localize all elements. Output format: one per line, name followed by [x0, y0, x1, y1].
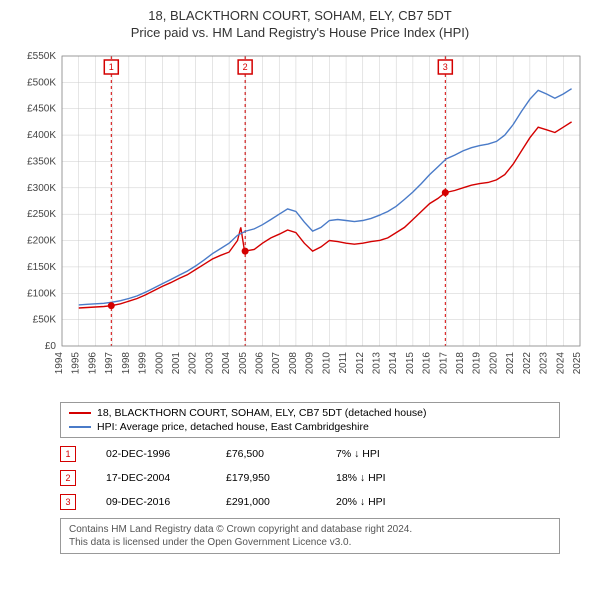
- footer-line-2: This data is licensed under the Open Gov…: [69, 536, 551, 549]
- svg-text:£50K: £50K: [33, 314, 57, 325]
- svg-text:2017: 2017: [438, 351, 449, 374]
- svg-text:2008: 2008: [288, 351, 299, 374]
- chart-svg: £0 £50K £100K £150K £200K £250K £300K £350K £400…: [10, 46, 590, 396]
- svg-text:£350K: £350K: [27, 156, 56, 167]
- legend-row: 18, BLACKTHORN COURT, SOHAM, ELY, CB7 5D…: [69, 406, 551, 420]
- svg-text:£550K: £550K: [27, 51, 56, 62]
- legend-box: 18, BLACKTHORN COURT, SOHAM, ELY, CB7 5D…: [60, 402, 560, 438]
- chart-area: £0 £50K £100K £150K £200K £250K £300K £350K £400…: [10, 46, 590, 396]
- svg-text:2000: 2000: [154, 351, 165, 374]
- svg-text:2020: 2020: [488, 351, 499, 374]
- svg-text:3: 3: [443, 62, 448, 72]
- svg-text:£200K: £200K: [27, 235, 56, 246]
- svg-text:2009: 2009: [305, 351, 316, 374]
- chart-container: 18, BLACKTHORN COURT, SOHAM, ELY, CB7 5D…: [0, 0, 600, 554]
- svg-text:1999: 1999: [138, 351, 149, 374]
- svg-text:2003: 2003: [204, 351, 215, 374]
- svg-text:£0: £0: [45, 341, 57, 352]
- svg-text:2005: 2005: [238, 351, 249, 374]
- sales-table: 1 02-DEC-1996£76,5007% ↓ HPI 2 17-DEC-2004£…: [60, 442, 560, 514]
- sale-date: 17-DEC-2004: [106, 472, 226, 484]
- svg-text:1994: 1994: [54, 351, 65, 374]
- legend-row: HPI: Average price, detached house, East…: [69, 420, 551, 434]
- sale-price: £291,000: [226, 496, 336, 508]
- svg-text:2002: 2002: [188, 351, 199, 374]
- svg-text:2025: 2025: [572, 351, 583, 374]
- svg-text:2023: 2023: [539, 351, 550, 374]
- sale-price: £179,950: [226, 472, 336, 484]
- svg-text:£300K: £300K: [27, 183, 56, 194]
- svg-text:£250K: £250K: [27, 209, 56, 220]
- title-line-1: 18, BLACKTHORN COURT, SOHAM, ELY, CB7 5D…: [0, 8, 600, 25]
- sale-date: 09-DEC-2016: [106, 496, 226, 508]
- sale-marker: 1: [60, 446, 76, 462]
- sale-row: 3 09-DEC-2016£291,00020% ↓ HPI: [60, 490, 560, 514]
- svg-text:2024: 2024: [555, 351, 566, 374]
- sale-delta: 7% ↓ HPI: [336, 448, 456, 460]
- svg-text:2010: 2010: [321, 351, 332, 374]
- title-block: 18, BLACKTHORN COURT, SOHAM, ELY, CB7 5D…: [0, 0, 600, 46]
- svg-text:2001: 2001: [171, 351, 182, 374]
- svg-text:2: 2: [243, 62, 248, 72]
- svg-text:2011: 2011: [338, 351, 349, 373]
- svg-text:1997: 1997: [104, 351, 115, 374]
- svg-text:£500K: £500K: [27, 77, 56, 88]
- svg-text:2022: 2022: [522, 351, 533, 374]
- svg-text:2015: 2015: [405, 351, 416, 374]
- legend-swatch: [69, 412, 91, 414]
- svg-text:£400K: £400K: [27, 130, 56, 141]
- footer-line-1: Contains HM Land Registry data © Crown c…: [69, 523, 551, 536]
- sale-price: £76,500: [226, 448, 336, 460]
- svg-text:2014: 2014: [388, 351, 399, 374]
- svg-text:£100K: £100K: [27, 288, 56, 299]
- sale-row: 1 02-DEC-1996£76,5007% ↓ HPI: [60, 442, 560, 466]
- svg-text:1: 1: [109, 62, 114, 72]
- legend-label: 18, BLACKTHORN COURT, SOHAM, ELY, CB7 5D…: [97, 407, 427, 419]
- svg-text:£150K: £150K: [27, 262, 56, 273]
- sale-delta: 18% ↓ HPI: [336, 472, 456, 484]
- sale-row: 2 17-DEC-2004£179,95018% ↓ HPI: [60, 466, 560, 490]
- sale-marker: 2: [60, 470, 76, 486]
- svg-text:2007: 2007: [271, 351, 282, 374]
- sale-delta: 20% ↓ HPI: [336, 496, 456, 508]
- svg-text:2018: 2018: [455, 351, 466, 374]
- footer-box: Contains HM Land Registry data © Crown c…: [60, 518, 560, 554]
- svg-text:2013: 2013: [371, 351, 382, 374]
- svg-text:2006: 2006: [255, 351, 266, 374]
- svg-text:1995: 1995: [71, 351, 82, 374]
- svg-text:2021: 2021: [505, 351, 516, 374]
- svg-text:2016: 2016: [422, 351, 433, 374]
- sale-date: 02-DEC-1996: [106, 448, 226, 460]
- sale-marker: 3: [60, 494, 76, 510]
- legend-swatch: [69, 426, 91, 428]
- svg-text:£450K: £450K: [27, 104, 56, 115]
- svg-text:2019: 2019: [472, 351, 483, 374]
- title-line-2: Price paid vs. HM Land Registry's House …: [0, 25, 600, 42]
- svg-text:1998: 1998: [121, 351, 132, 374]
- svg-text:1996: 1996: [87, 351, 98, 374]
- svg-text:2004: 2004: [221, 351, 232, 374]
- legend-label: HPI: Average price, detached house, East…: [97, 421, 369, 433]
- svg-text:2012: 2012: [355, 351, 366, 374]
